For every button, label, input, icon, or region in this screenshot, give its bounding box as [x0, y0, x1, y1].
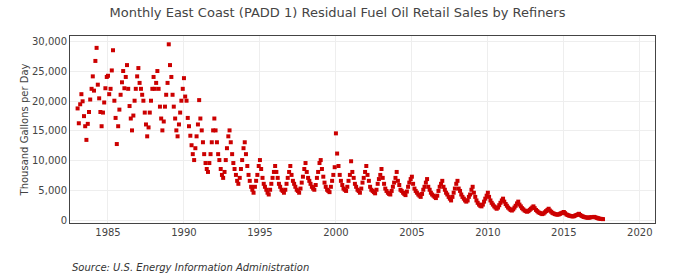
svg-text:2020: 2020	[627, 227, 652, 238]
svg-text:15,000: 15,000	[32, 125, 67, 136]
svg-text:2005: 2005	[399, 227, 424, 238]
svg-text:20,000: 20,000	[32, 96, 67, 107]
svg-text:25,000: 25,000	[32, 66, 67, 77]
svg-text:30,000: 30,000	[32, 36, 67, 47]
svg-text:Source: U.S. Energy Informatio: Source: U.S. Energy Information Administ…	[72, 262, 309, 273]
svg-text:1995: 1995	[247, 227, 272, 238]
svg-text:2010: 2010	[475, 227, 500, 238]
svg-text:Monthly East Coast (PADD 1) Re: Monthly East Coast (PADD 1) Residual Fue…	[109, 5, 565, 20]
svg-text:2000: 2000	[323, 227, 348, 238]
svg-text:Thousand Gallons per Day: Thousand Gallons per Day	[19, 63, 30, 196]
svg-text:10,000: 10,000	[32, 155, 67, 166]
svg-text:5,000: 5,000	[38, 185, 67, 196]
svg-text:0: 0	[61, 215, 67, 226]
svg-text:2015: 2015	[551, 227, 576, 238]
svg-text:1985: 1985	[95, 227, 120, 238]
svg-text:1990: 1990	[171, 227, 196, 238]
